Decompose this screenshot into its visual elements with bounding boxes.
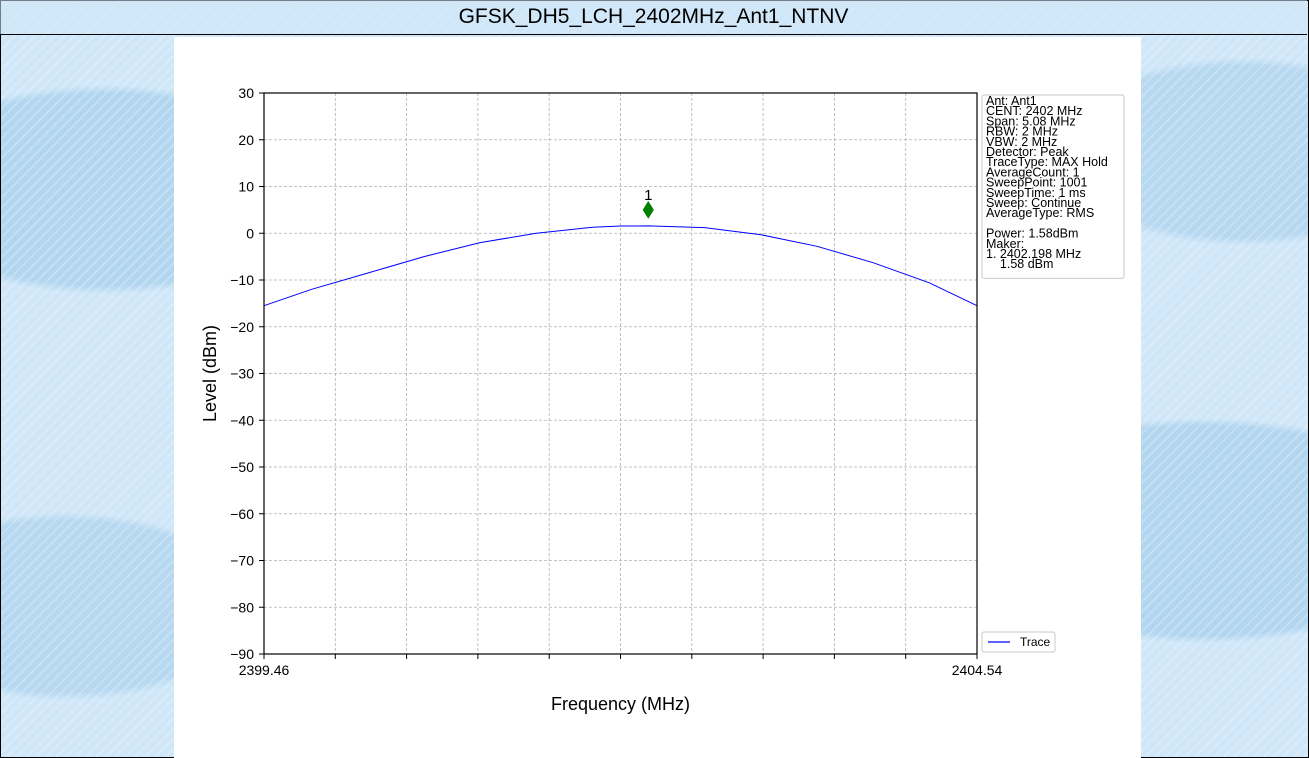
info-line: Span: 5.08 MHz — [986, 114, 1076, 128]
y-tick-label: −90 — [230, 646, 254, 662]
x-tick-label: 2399.46 — [239, 662, 290, 678]
info-line: 1. 2402.198 MHz — [986, 247, 1081, 261]
y-tick-label: 20 — [238, 132, 254, 148]
info-line: SweepTime: 1 ms — [986, 186, 1086, 200]
y-tick-label: −50 — [230, 459, 254, 475]
legend-label: Trace — [1020, 635, 1051, 649]
y-tick-label: −70 — [230, 553, 254, 569]
info-line: Power: 1.58dBm — [986, 227, 1078, 241]
marker-diamond — [642, 200, 654, 219]
info-line: SweepPoint: 1001 — [986, 176, 1088, 190]
legend-box — [981, 631, 1056, 653]
plot-frame — [263, 92, 978, 655]
info-line: CENT: 2402 MHz — [986, 104, 1083, 118]
y-tick-label: 0 — [246, 225, 254, 241]
y-tick-label: −80 — [230, 599, 254, 615]
info-line: Ant: Ant1 — [986, 94, 1037, 108]
y-tick-label: 10 — [238, 179, 254, 195]
y-tick-label: −40 — [230, 412, 254, 428]
info-line: RBW: 2 MHz — [986, 125, 1058, 139]
y-tick-label: −30 — [230, 366, 254, 382]
y-tick-label: −20 — [230, 319, 254, 335]
info-line: AverageType: RMS — [986, 206, 1094, 220]
window-title: GFSK_DH5_LCH_2402MHz_Ant1_NTNV — [0, 0, 1307, 35]
info-line: Detector: Peak — [986, 145, 1069, 159]
x-tick-label: 2404.54 — [952, 662, 1003, 678]
info-box — [981, 94, 1125, 279]
y-tick-label: 30 — [238, 85, 254, 101]
info-line: VBW: 2 MHz — [986, 135, 1057, 149]
x-axis-label: Frequency (MHz) — [551, 694, 690, 714]
plot-panel: 30 20 10 0 −10 −20 −30 −40 −50 −60 −70 −80 −90 2399.4… — [174, 37, 1141, 758]
y-tick-label: −10 — [230, 272, 254, 288]
trace-line — [263, 225, 978, 307]
spectrum-chart: 30 20 10 0 −10 −20 −30 −40 −50 −60 −70 −80 −902399.4… — [200, 85, 1125, 714]
info-line: AverageCount: 1 — [986, 165, 1080, 179]
info-line: TraceType: MAX Hold — [986, 155, 1108, 169]
y-tick-label: −60 — [230, 506, 254, 522]
y-axis-label: Level (dBm) — [200, 325, 220, 422]
info-line: Sweep: Continue — [986, 196, 1081, 210]
marker-label: 1 — [644, 187, 652, 204]
info-line: Maker: — [986, 237, 1024, 251]
info-line: 1.58 dBm — [986, 257, 1053, 271]
